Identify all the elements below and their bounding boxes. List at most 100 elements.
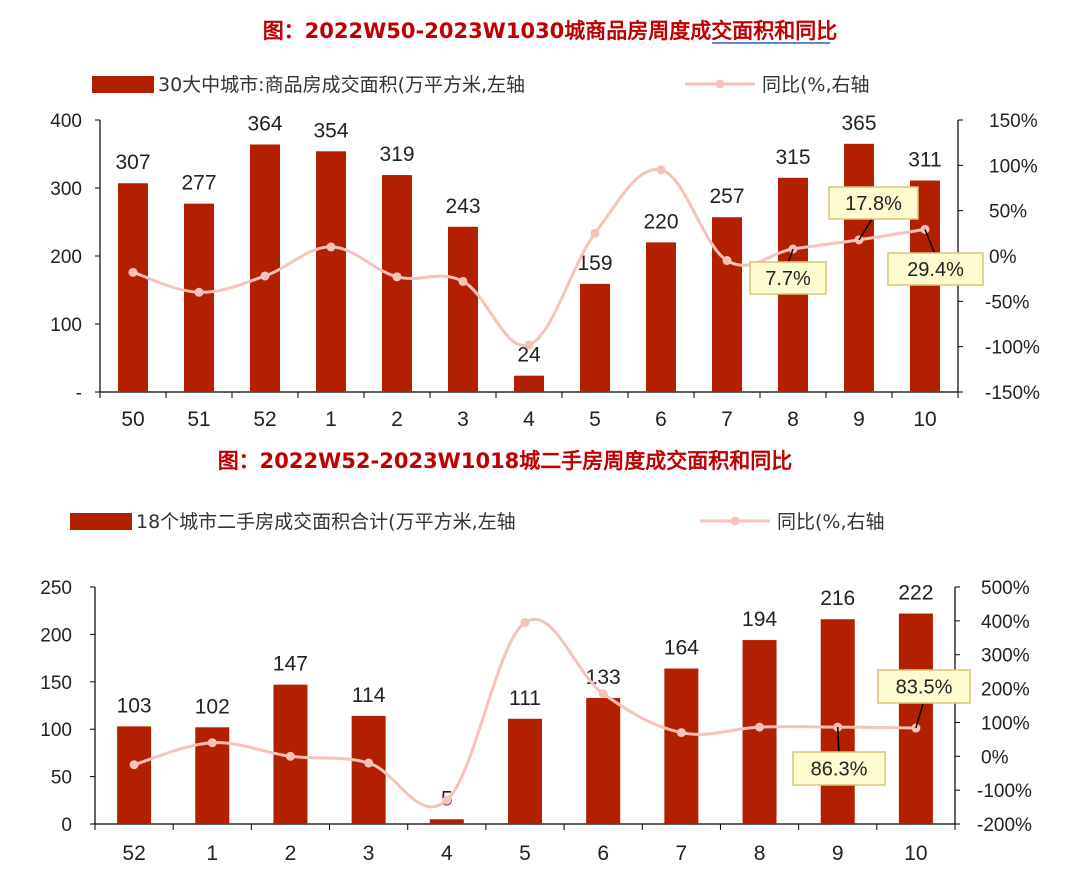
bar (250, 144, 280, 392)
legend-line-marker (730, 516, 740, 526)
bar (382, 175, 412, 392)
bar-data-label: 24 (517, 344, 541, 367)
right-tick-label: -50% (985, 292, 1029, 313)
bar (117, 726, 152, 824)
yoy-line (132, 168, 926, 348)
yoy-point (194, 287, 204, 297)
bar-data-label: 277 (181, 172, 216, 195)
x-tick-label: 51 (187, 408, 210, 431)
bar (448, 226, 478, 392)
x-tick-label: 3 (363, 842, 375, 865)
yoy-point (722, 256, 732, 266)
bar-data-label: 147 (273, 653, 308, 676)
yoy-point (755, 722, 765, 732)
callout-box (877, 669, 971, 704)
right-tick-label: 500% (981, 578, 1030, 599)
yoy-point (656, 165, 666, 175)
bar-data-label: 111 (509, 687, 541, 710)
x-tick-label: 52 (122, 842, 145, 865)
chart-1: 图：2022W50-2023W1030城商品房周度成交面积和同比 30大中城市:商… (50, 19, 1040, 431)
bar-data-label: 243 (445, 195, 480, 218)
x-tick-label: 1 (325, 408, 337, 431)
left-tick-label: 50 (51, 768, 72, 789)
yoy-point (364, 758, 374, 768)
yoy-point (392, 272, 402, 282)
bar (429, 819, 464, 824)
x-tick-label: 2 (285, 842, 297, 865)
bar (820, 619, 855, 824)
right-tick-label: 0% (981, 747, 1009, 768)
x-tick-label: 2 (391, 408, 403, 431)
bar-data-label: 164 (664, 637, 699, 660)
right-tick-label: -100% (977, 781, 1032, 802)
bar (742, 640, 777, 824)
callout-label: 83.5% (896, 677, 953, 699)
right-tick-label: 200% (981, 680, 1030, 701)
x-tick-label: 4 (523, 408, 535, 431)
x-tick-label: 8 (787, 408, 799, 431)
bar-data-label: 159 (577, 252, 612, 275)
yoy-point (590, 228, 600, 238)
bar (646, 242, 676, 392)
x-tick-label: 9 (832, 842, 844, 865)
chart-title: 图：2022W52-2023W1018城二手房周度成交面积和同比 (218, 449, 793, 473)
bar-data-label: 216 (820, 587, 855, 610)
bar (184, 203, 214, 392)
yoy-point (458, 276, 468, 286)
right-tick-label: -200% (977, 815, 1032, 836)
x-tick-label: 50 (121, 408, 144, 431)
bar-data-label: 114 (352, 684, 386, 707)
x-tick-label: 6 (597, 842, 609, 865)
legend-bar-swatch (92, 76, 154, 93)
bar (118, 183, 148, 392)
bar (664, 668, 699, 824)
x-tick-label: 5 (589, 408, 601, 431)
bar-data-label: 319 (379, 143, 414, 166)
callout-box (792, 751, 886, 786)
bar-data-label: 220 (643, 210, 678, 233)
bar (580, 283, 610, 392)
callout-leader (915, 702, 924, 729)
legend-bar-label: 18个城市二手房成交面积合计(万平方米,左轴 (136, 511, 516, 533)
bar-data-label: 315 (775, 146, 810, 169)
bar-data-label: 311 (908, 149, 941, 172)
legend-bar-label: 30大中城市:商品房成交面积(万平方米,左轴 (158, 74, 525, 96)
x-tick-label: 3 (457, 408, 469, 431)
callout-label: 29.4% (907, 259, 964, 281)
bar (316, 151, 346, 392)
chart-title: 图：2022W50-2023W1030城商品房周度成交面积和同比 (263, 19, 838, 43)
x-tick-label: 1 (206, 842, 218, 865)
left-tick-label: 250 (40, 578, 72, 599)
callout-box (828, 186, 919, 220)
bar (898, 613, 933, 824)
left-tick-label: 300 (50, 179, 82, 200)
bar-data-label: 133 (586, 666, 621, 689)
bar (844, 143, 874, 392)
right-tick-label: 100% (981, 713, 1030, 734)
callout-leader (924, 229, 936, 254)
legend-line-label: 同比(%,右轴 (777, 511, 885, 533)
yoy-point (524, 340, 534, 350)
left-tick-label: 400 (50, 111, 82, 132)
x-tick-label: 52 (253, 408, 276, 431)
left-tick-label: 100 (40, 720, 72, 741)
right-tick-label: -100% (985, 338, 1040, 359)
x-tick-label: 7 (721, 408, 733, 431)
yoy-point (598, 689, 608, 699)
left-tick-label: 200 (40, 625, 72, 646)
bar (508, 718, 542, 824)
callout-label: 86.3% (811, 759, 868, 781)
yoy-point (129, 760, 139, 770)
yoy-point (207, 738, 217, 748)
bar-data-label: 102 (195, 695, 230, 718)
callout-box (887, 252, 984, 286)
bar-data-label: 194 (742, 608, 777, 631)
x-tick-label: 4 (441, 842, 453, 865)
callout-leader (787, 248, 794, 263)
x-tick-label: 10 (904, 842, 927, 865)
bar (586, 697, 621, 824)
right-tick-label: 300% (981, 646, 1030, 667)
bar-data-label: 222 (898, 582, 933, 605)
bar (712, 217, 742, 392)
